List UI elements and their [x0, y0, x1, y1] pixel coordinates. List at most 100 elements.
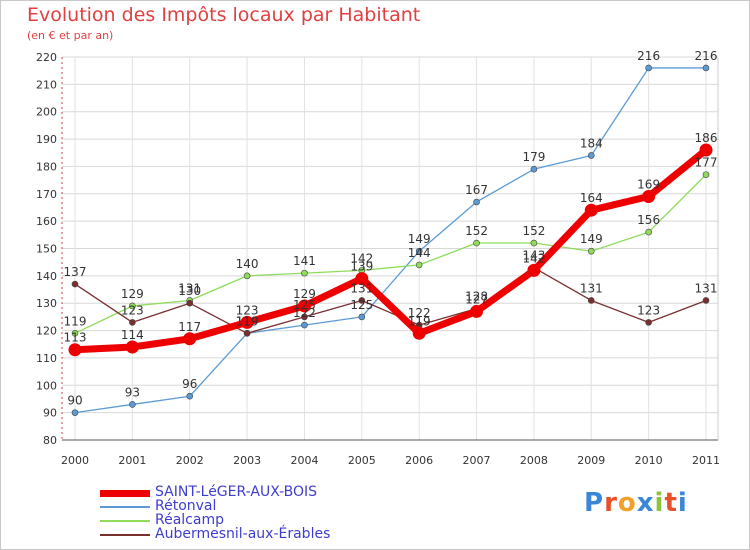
series-3-point — [297, 299, 311, 313]
series-1-data-label: 144 — [408, 246, 431, 260]
logo-letter: P — [584, 488, 605, 518]
series-1-point — [301, 269, 308, 277]
series-0-point — [530, 165, 538, 173]
series-0-data-label: 122 — [293, 306, 316, 320]
series-1-data-label: 152 — [522, 224, 545, 238]
series-1-point — [129, 302, 136, 310]
legend-label: Rétonval — [155, 498, 217, 514]
series-3-data-label: 139 — [350, 260, 373, 274]
series-2-point — [358, 297, 366, 304]
series-layer — [68, 64, 713, 416]
x-tick-label: 2010 — [635, 454, 663, 467]
y-tick-label: 100 — [36, 379, 57, 392]
x-tick-label: 2004 — [290, 454, 318, 467]
x-tick-label: 2009 — [577, 454, 605, 467]
series-3-data-label: 129 — [293, 287, 316, 301]
x-tick-label: 2011 — [692, 454, 720, 467]
series-1-data-label: 156 — [637, 213, 660, 227]
series-2-data-label: 137 — [64, 265, 87, 279]
series-2-data-label: 131 — [580, 281, 603, 295]
y-tick-label: 180 — [36, 160, 57, 173]
series-1-point — [702, 171, 710, 178]
x-tick-label: 2003 — [233, 454, 261, 467]
chart-title: Evolution des Impôts locaux par Habitant — [27, 4, 421, 26]
series-2-data-label: 122 — [408, 306, 431, 320]
x-tick-label: 2005 — [348, 454, 376, 467]
x-tick-label: 2007 — [463, 454, 491, 467]
logo-letter: i — [677, 488, 688, 518]
x-tick-label: 2008 — [520, 454, 548, 467]
series-line-2 — [74, 266, 707, 334]
series-3-data-label: 142 — [522, 251, 545, 265]
series-3-point — [240, 315, 254, 329]
y-tick-label: 220 — [36, 51, 57, 64]
x-tick-label: 2001 — [118, 454, 146, 467]
series-0-point — [645, 64, 652, 72]
series-2-point — [587, 297, 595, 304]
series-1-point — [645, 228, 652, 236]
series-0-data-label: 96 — [182, 377, 197, 391]
y-tick-label: 80 — [43, 434, 57, 447]
series-1-data-label: 142 — [350, 251, 373, 265]
axis-layer: 80 90 100 110 120 130 140 150 160 170 180 190 200 210… — [36, 51, 720, 467]
series-0-data-label: 125 — [350, 298, 373, 312]
y-tick-label: 170 — [36, 188, 57, 201]
y-tick-label: 140 — [36, 270, 57, 283]
series-line-0 — [74, 67, 707, 414]
series-3-data-label: 186 — [695, 131, 718, 145]
series-0-point — [473, 198, 480, 206]
series-3-point — [642, 190, 656, 204]
series-3-point — [699, 143, 713, 157]
legend-item: Rétonval — [100, 498, 420, 514]
series-2-data-label: 119 — [236, 314, 259, 328]
x-tick-label: 2000 — [61, 454, 89, 467]
series-3-point — [183, 332, 197, 346]
grid-layer — [62, 56, 718, 441]
line-chart: 80 90 100 110 120 130 140 150 160 170 180 190 200 210… — [36, 49, 720, 467]
series-3-data-label: 117 — [178, 320, 201, 334]
legend-label: Réalcamp — [155, 512, 224, 528]
legend-label: Aubermesnil-aux-Érables — [155, 526, 331, 542]
proxiti-logo: Proxiti — [584, 488, 688, 518]
series-line-1 — [74, 173, 707, 334]
series-0-data-label: 179 — [522, 150, 545, 164]
series-0-data-label: 167 — [465, 183, 488, 197]
series-2-point — [645, 319, 652, 326]
series-3-data-label: 113 — [64, 331, 87, 345]
series-0-data-label: 90 — [67, 394, 82, 408]
legend-item: Réalcamp — [100, 512, 420, 528]
series-1-point — [415, 261, 423, 269]
series-1-point — [530, 239, 538, 247]
series-2-data-label: 131 — [350, 281, 373, 295]
logo-letter: t — [664, 488, 678, 518]
series-2-data-label: 123 — [637, 303, 660, 317]
legend-swatch — [100, 490, 150, 497]
series-2-data-label: 125 — [293, 298, 316, 312]
y-tick-label: 150 — [36, 243, 57, 256]
series-1-data-label: 149 — [580, 232, 603, 246]
series-3-point — [68, 343, 82, 357]
series-2-data-label: 131 — [695, 281, 718, 295]
legend-item: SAINT-LéGER-AUX-BOIS — [100, 484, 420, 500]
series-0-point — [415, 247, 423, 255]
series-1-point — [587, 247, 595, 255]
series-3-point — [584, 203, 598, 217]
series-1-data-label: 140 — [236, 257, 259, 271]
series-3-data-label: 169 — [637, 178, 660, 192]
series-0-point — [301, 321, 308, 329]
series-2-point — [129, 319, 136, 326]
y-tick-label: 120 — [36, 325, 57, 338]
logo-letter: i — [654, 488, 665, 518]
series-2-point — [243, 330, 251, 337]
series-3-point — [527, 263, 541, 277]
legend-swatch — [100, 520, 150, 522]
series-2-point — [301, 313, 308, 321]
series-0-data-label: 216 — [637, 49, 660, 63]
series-3-point — [125, 340, 139, 354]
series-1-data-label: 131 — [178, 281, 201, 295]
legend-swatch — [100, 534, 150, 536]
series-1-data-label: 152 — [465, 224, 488, 238]
legend-item: Aubermesnil-aux-Érables — [100, 526, 420, 542]
series-2-data-label: 123 — [121, 303, 144, 317]
series-0-point — [129, 401, 136, 408]
